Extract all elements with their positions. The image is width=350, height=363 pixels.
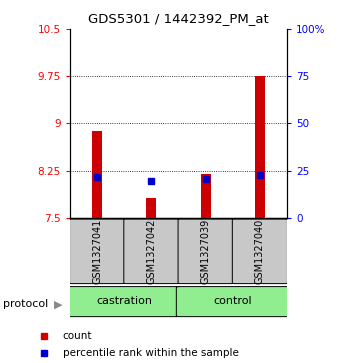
Text: GSM1327041: GSM1327041 [92, 219, 102, 284]
Text: protocol: protocol [4, 299, 49, 309]
Text: GSM1327042: GSM1327042 [146, 219, 156, 284]
FancyBboxPatch shape [176, 287, 289, 317]
Text: control: control [214, 295, 252, 306]
Text: castration: castration [96, 295, 152, 306]
Text: GSM1327040: GSM1327040 [255, 219, 265, 284]
Bar [147, 198, 156, 218]
Text: ▶: ▶ [54, 299, 63, 309]
Text: count: count [63, 331, 92, 341]
FancyBboxPatch shape [232, 219, 287, 284]
Text: percentile rank within the sample: percentile rank within the sample [63, 348, 239, 359]
Bar [255, 76, 265, 218]
FancyBboxPatch shape [124, 219, 179, 284]
FancyBboxPatch shape [68, 287, 181, 317]
FancyBboxPatch shape [70, 219, 125, 284]
Bar [201, 174, 210, 218]
FancyBboxPatch shape [178, 219, 233, 284]
Bar [92, 131, 102, 218]
Text: GSM1327039: GSM1327039 [201, 219, 211, 284]
Title: GDS5301 / 1442392_PM_at: GDS5301 / 1442392_PM_at [88, 12, 269, 25]
